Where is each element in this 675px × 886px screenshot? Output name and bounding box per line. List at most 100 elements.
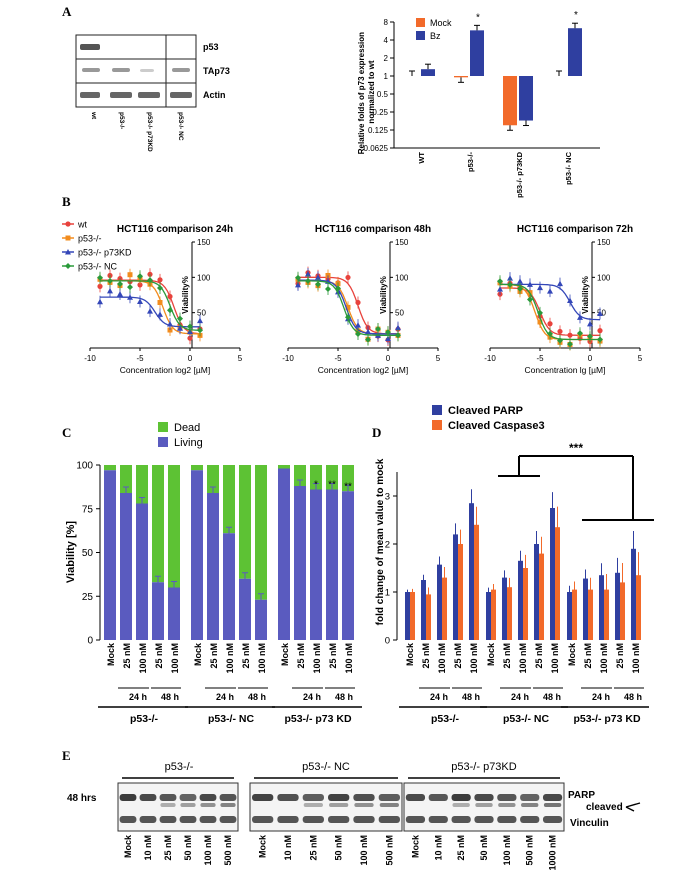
- chart-a-xtick-label: p53-/- p73KD: [515, 151, 524, 197]
- chart-b-ytick-label: 50: [597, 309, 606, 318]
- chart-d-xtick-label: 100 nM: [550, 643, 560, 674]
- data-point: [507, 275, 513, 281]
- blot-band-vinculin: [302, 816, 324, 823]
- blot-band-parp: [520, 794, 540, 801]
- chart-d-bar-casp: [555, 527, 560, 640]
- blot-e-lane-label: 100 nM: [203, 835, 213, 866]
- chart-a-ytick-label: 4: [384, 36, 389, 45]
- data-point: [107, 277, 113, 284]
- data-point: [527, 281, 533, 287]
- chart-a-ytick-label: 0.125: [368, 126, 389, 135]
- blot-e-lane-label: 500 nM: [384, 835, 394, 866]
- legend-marker-icon: [65, 263, 71, 269]
- chart-d-xtick-label: Mock: [486, 642, 496, 666]
- data-point: [385, 329, 391, 336]
- chart-c-bar-dead: [191, 465, 203, 471]
- blot-band-cleaved: [180, 803, 196, 807]
- chart-d-xtick-label: 100 nM: [518, 643, 528, 674]
- chart-c-bar-living: [342, 491, 354, 640]
- blot-e-lane-label: 50 nM: [183, 835, 193, 861]
- chart-d-time-label: 24 h: [430, 692, 448, 702]
- chart-c-group-label: p53-/-: [130, 713, 159, 725]
- blot-band-cleaved: [452, 803, 470, 807]
- chart-d-bar-parp: [437, 564, 442, 640]
- chart-a-bar: [470, 30, 484, 76]
- chart-d-bar-parp: [583, 578, 588, 640]
- blot-band: [140, 69, 154, 72]
- chart-c-bar-dead: [294, 465, 306, 486]
- blot-band-vinculin: [159, 816, 177, 823]
- chart-b-xlabel: Concentration lg [µM]: [525, 365, 606, 375]
- chart-d-xtick-label: 25 nM: [502, 643, 512, 669]
- chart-d-bar-parp: [567, 592, 572, 640]
- blot-band-vinculin: [277, 816, 299, 823]
- data-point: [537, 309, 543, 316]
- chart-c-star: *: [314, 480, 318, 491]
- chart-b-ytick-label: 100: [197, 273, 211, 282]
- data-point: [97, 298, 103, 305]
- chart-d-bar-parp: [453, 534, 458, 640]
- chart-c-bar-living: [239, 578, 251, 640]
- blot-band-vinculin: [139, 816, 157, 823]
- chart-d-cleaved-proteins: Cleaved PARP Cleaved Caspase3 fold chang…: [375, 405, 654, 725]
- blot-band-cleaved: [220, 803, 236, 807]
- chart-c-ytick-label: 25: [82, 592, 94, 603]
- data-point: [127, 284, 133, 291]
- blot-e-lane-label: 1000 nM: [548, 835, 558, 871]
- blot-e-band-label: Vinculin: [570, 818, 609, 829]
- chart-c-bar-dead: [342, 465, 354, 492]
- blot-e-band-label: cleaved: [586, 802, 623, 813]
- legend-label-casp: Cleaved Caspase3: [448, 420, 545, 432]
- chart-d-bar-casp: [539, 553, 544, 640]
- blot-band-parp: [252, 794, 274, 801]
- blot-e-group-label: p53-/- NC: [302, 761, 350, 773]
- chart-d-xtick-label: 100 nM: [437, 643, 447, 674]
- legend-label: wt: [77, 220, 87, 230]
- data-point: [547, 288, 553, 294]
- data-point: [557, 328, 563, 335]
- chart-c-ytick-label: 75: [82, 504, 94, 515]
- blot-band-parp: [474, 794, 494, 801]
- chart-c-xtick-label: 100 nM: [312, 643, 322, 674]
- blot-e-group-label: p53-/- p73KD: [451, 761, 516, 773]
- data-point: [137, 282, 143, 288]
- data-point: [517, 278, 523, 284]
- data-point: [395, 324, 401, 331]
- data-point: [557, 337, 563, 344]
- blot-a-band-label: TAp73: [203, 66, 230, 76]
- blot-band-vinculin: [451, 816, 471, 823]
- chart-d-group-label: p53-/- p73 KD: [573, 713, 641, 725]
- data-point: [137, 273, 143, 280]
- data-point: [547, 321, 553, 327]
- chart-c-xtick-label: Mock: [193, 642, 203, 666]
- data-point: [527, 296, 533, 303]
- chart-a-ytick-label: 8: [384, 18, 389, 27]
- data-point: [107, 287, 113, 294]
- blot-band-cleaved: [379, 803, 399, 807]
- blot-e-lane-label: 100 nM: [359, 835, 369, 866]
- chart-a-star: *: [476, 12, 480, 23]
- chart-c-time-label: 24 h: [303, 692, 321, 702]
- chart-d-time-label: 48 h: [624, 692, 642, 702]
- chart-d-ytick-label: 0: [385, 636, 390, 647]
- panel-label-e: E: [62, 748, 71, 763]
- data-point: [507, 281, 513, 288]
- chart-a-bar: [519, 76, 533, 121]
- chart-c-bar-dead: [136, 465, 148, 504]
- data-point: [117, 280, 123, 287]
- legend-label: p53-/-: [78, 234, 102, 244]
- chart-c-bar-dead: [168, 465, 180, 588]
- chart-c-xtick-label: 25 nM: [296, 643, 306, 669]
- chart-b-series-curve: [500, 283, 601, 321]
- chart-c-bar-dead: [120, 465, 132, 493]
- data-point: [385, 335, 391, 342]
- legend-swatch-casp: [432, 420, 442, 430]
- chart-c-star: **: [328, 480, 336, 491]
- data-point: [365, 328, 371, 335]
- chart-b-xtick-label: 5: [238, 354, 243, 363]
- data-point: [97, 274, 103, 281]
- blot-band-parp: [219, 794, 237, 801]
- chart-c-bar-living: [326, 489, 338, 640]
- chart-c-bar-dead: [278, 465, 290, 469]
- chart-d-bar-parp: [518, 560, 523, 640]
